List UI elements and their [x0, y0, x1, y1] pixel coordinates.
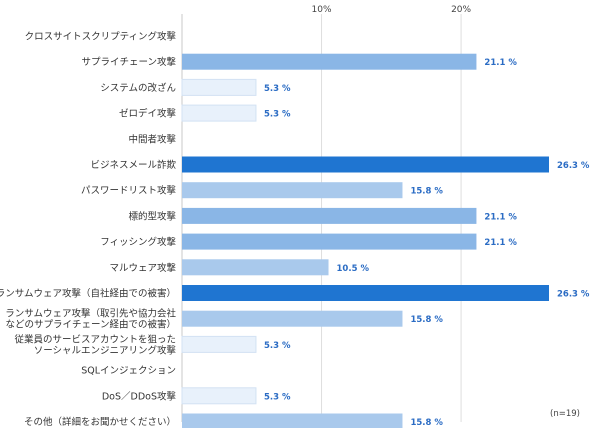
- bar: [182, 310, 403, 327]
- bar: [181, 387, 257, 405]
- bar: [182, 413, 403, 428]
- category-label: 標的型攻撃: [128, 210, 176, 222]
- x-axis-ticks: 10% 20%: [312, 5, 472, 15]
- value-label: 5.3 %: [264, 84, 291, 94]
- category-label: システムの改ざん: [100, 82, 176, 94]
- bar: [181, 78, 257, 96]
- value-label: 21.1 %: [484, 238, 517, 248]
- bar: [182, 285, 549, 301]
- bar: [181, 335, 257, 353]
- bar: [182, 207, 477, 224]
- bar: [182, 259, 329, 276]
- value-label: 26.3 %: [557, 290, 590, 300]
- x-tick-label: 20%: [451, 5, 471, 15]
- value-label: 10.5 %: [337, 264, 370, 274]
- category-label: フィッシング攻撃: [100, 236, 176, 248]
- category-label: ビジネスメール詐欺: [90, 159, 176, 171]
- category-labels: クロスサイトスクリプティング攻撃サプライチェーン攻撃システムの改ざんゼロデイ攻撃…: [0, 31, 176, 428]
- bars: [181, 53, 549, 428]
- category-label: ゼロデイ攻撃: [119, 108, 177, 120]
- bar: [182, 156, 549, 173]
- category-label: 従業員のサービスアカウントを狙ったソーシャルエンジニアリング攻撃: [14, 333, 176, 356]
- category-label: ランサムウェア攻撃（自社経由での被害）: [0, 288, 176, 300]
- category-label: パスワードリスト攻撃: [81, 185, 177, 197]
- sample-size-note: (n=19): [550, 409, 580, 419]
- value-label: 5.3 %: [264, 341, 291, 351]
- category-label: 中間者攻撃: [128, 133, 176, 145]
- category-label: その他（詳細をお聞かせください）: [24, 416, 176, 428]
- value-label: 15.8 %: [410, 187, 443, 197]
- category-label: クロスサイトスクリプティング攻撃: [25, 31, 177, 43]
- category-label: サプライチェーン攻撃: [81, 56, 176, 68]
- category-label: マルウェア攻撃: [109, 262, 176, 274]
- category-label: DoS／DDoS攻撃: [102, 390, 177, 402]
- x-tick-label: 10%: [312, 5, 332, 15]
- bar: [182, 233, 477, 250]
- value-label: 15.8 %: [410, 418, 443, 428]
- value-label: 26.3 %: [557, 161, 590, 171]
- value-label: 21.1 %: [484, 58, 517, 68]
- category-label: ランサムウェア攻撃（取引先や協力会社などのサプライチェーン経由での被害）: [5, 308, 176, 331]
- bar: [182, 53, 477, 70]
- value-label: 15.8 %: [410, 315, 443, 325]
- bar: [181, 104, 257, 122]
- value-labels: 21.1 % 5.3 % 5.3 % 26.3 % 15.8 % 21.1 % 21.1 %…: [264, 58, 590, 428]
- category-label: SQLインジェクション: [81, 366, 176, 377]
- value-label: 21.1 %: [484, 212, 517, 222]
- bar: [182, 182, 403, 199]
- value-label: 5.3 %: [264, 392, 291, 402]
- value-label: 5.3 %: [264, 110, 291, 120]
